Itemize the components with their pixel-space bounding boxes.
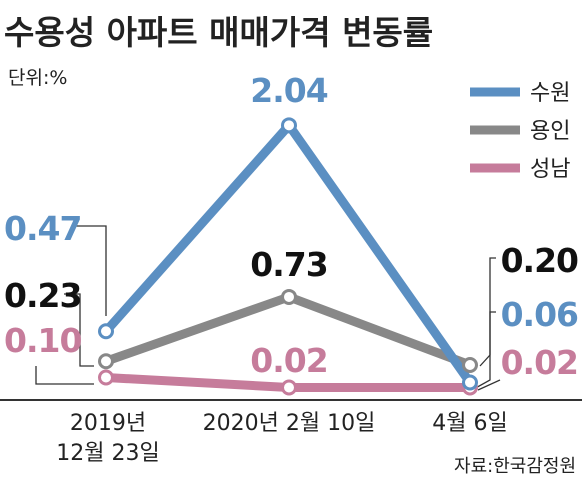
data-point-2-0 bbox=[98, 369, 114, 386]
data-label-2-0: 0.10 bbox=[4, 321, 81, 360]
leader-lines bbox=[35, 225, 501, 391]
leader-line-1-2 bbox=[479, 257, 496, 367]
data-label-0-2: 0.06 bbox=[501, 295, 578, 334]
data-point-0-2 bbox=[462, 374, 478, 391]
data-labels: 0.47 2.04 0.06 0.23 0.73 0.20 0.10 0.02 0.02 bbox=[4, 71, 579, 382]
chart-title: 수용성 아파트 매매가격 변동률 bbox=[4, 13, 433, 52]
legend-label-0: 수원 bbox=[530, 81, 570, 106]
data-label-1-0: 0.23 bbox=[4, 276, 81, 315]
x-tick-labels: 2019년 12월 23일 2020년 2월 10일 4월 6일 bbox=[56, 411, 507, 466]
leader-line-2-2 bbox=[477, 379, 501, 391]
data-point-1-0 bbox=[98, 353, 114, 370]
data-label-1-2: 0.20 bbox=[501, 241, 578, 280]
data-label-0-1: 2.04 bbox=[250, 71, 327, 110]
source-label: 자료:한국감정원 bbox=[454, 456, 576, 477]
data-point-0-0 bbox=[98, 323, 114, 340]
leader-line-1-0 bbox=[64, 293, 94, 367]
legend-label-1: 용인 bbox=[530, 119, 570, 144]
unit-label: 단위:% bbox=[8, 67, 67, 89]
data-label-2-2: 0.02 bbox=[501, 343, 578, 382]
data-point-1-1 bbox=[281, 288, 297, 305]
data-point-2-1 bbox=[281, 379, 297, 396]
data-label-2-1: 0.02 bbox=[250, 341, 327, 380]
data-point-1-2 bbox=[462, 357, 478, 373]
x-tick-label-0-1: 12월 23일 bbox=[56, 441, 159, 466]
leader-line-2-0 bbox=[35, 366, 94, 385]
x-tick-label-0-0: 2019년 bbox=[70, 411, 146, 436]
data-label-1-1: 0.73 bbox=[250, 245, 327, 284]
x-tick-label-2-0: 4월 6일 bbox=[432, 411, 507, 436]
legend-label-2: 성남 bbox=[530, 157, 570, 182]
leader-line-0-0 bbox=[74, 225, 107, 316]
data-point-0-1 bbox=[281, 117, 297, 134]
x-tick-label-1-0: 2020년 2월 10일 bbox=[203, 411, 376, 436]
data-label-0-0: 0.47 bbox=[4, 209, 81, 248]
data-points bbox=[98, 117, 478, 396]
